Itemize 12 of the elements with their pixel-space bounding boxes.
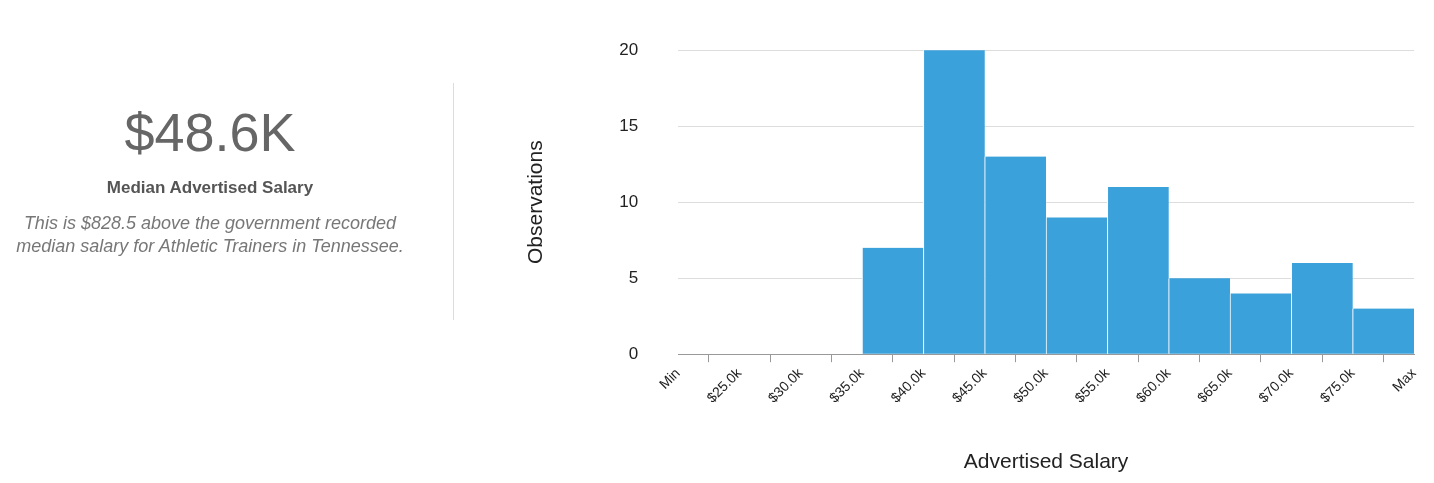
x-tick-label: Max — [1388, 364, 1419, 395]
text: $48.6K — [123, 101, 297, 164]
y-tick-label: 5 — [628, 267, 639, 287]
y-tick-label: 20 — [619, 39, 639, 59]
y-tick-label: 15 — [619, 115, 639, 135]
y-tick-label: 10 — [619, 191, 639, 211]
x-tick-label: Min — [655, 364, 683, 392]
text: This is $828.5 above the government recorded median salary for Athletic Trainers in Tennessee. — [15, 212, 405, 258]
x-axis-title: Advertised Salary — [963, 449, 1129, 473]
text: Median Advertised Salary — [105, 178, 315, 198]
y-axis-title: Observations — [523, 140, 547, 265]
y-tick-label: 0 — [628, 343, 639, 363]
